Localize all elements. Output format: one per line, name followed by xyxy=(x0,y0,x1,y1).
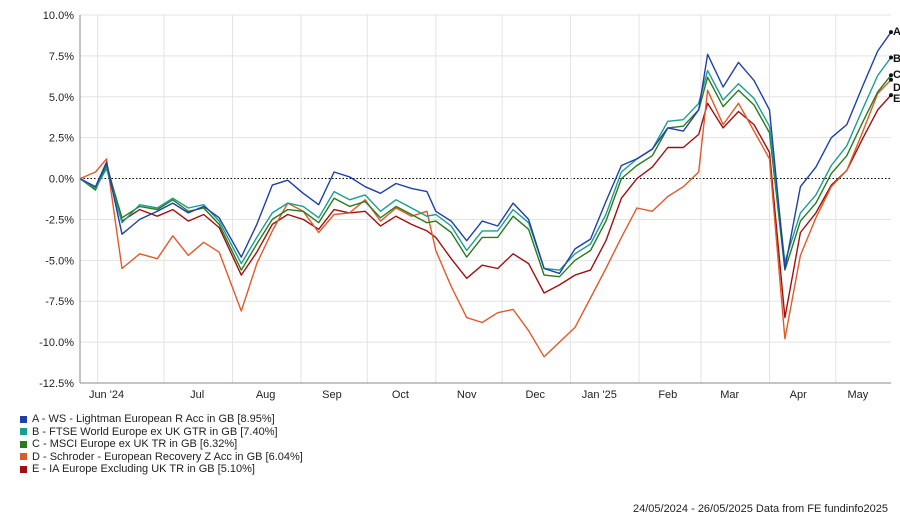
series-end-label-c: C xyxy=(893,69,900,81)
y-tick-label: -10.0% xyxy=(39,337,74,349)
axes: 10.0% 7.5% 5.0% 2.5% 0.0% -2.5% -5.0% -7.5% -10.… xyxy=(39,10,891,401)
series-end-label-d: D xyxy=(893,82,900,94)
y-tick-label: -12.5% xyxy=(39,378,74,390)
legend-label: B - FTSE World Europe ex UK GTR in GB [7… xyxy=(32,425,278,438)
y-tick-label: 5.0% xyxy=(49,92,74,104)
x-tick-label: May xyxy=(847,389,868,401)
footer-date-range: 24/05/2024 - 26/05/2025 Data from FE fun… xyxy=(632,503,888,515)
legend-item: A - WS - Lightman European R Acc in GB [… xyxy=(20,413,303,426)
legend: A - WS - Lightman European R Acc in GB [… xyxy=(20,413,303,476)
legend-label: E - IA Europe Excluding UK TR in GB [5.1… xyxy=(32,463,255,476)
x-tick-label: Jan '25 xyxy=(582,389,617,401)
x-tick-label: Mar xyxy=(720,389,739,401)
y-tick-label: 7.5% xyxy=(49,51,74,63)
series-end-marker xyxy=(889,73,893,78)
legend-label: A - WS - Lightman European R Acc in GB [… xyxy=(32,413,275,426)
series-end-label-a: A xyxy=(893,26,900,38)
x-tick-label: Apr xyxy=(790,389,807,401)
x-tick-label: Oct xyxy=(392,389,409,401)
series-line-b xyxy=(79,57,892,271)
y-tick-label: -2.5% xyxy=(45,214,74,226)
x-tick-label: Feb xyxy=(658,389,677,401)
series-end-marker xyxy=(889,30,893,35)
legend-swatch xyxy=(20,428,27,436)
x-tick-label: Jul xyxy=(190,389,204,401)
legend-item: D - Schroder - European Recovery Z Acc i… xyxy=(20,451,303,464)
series-end-label-b: B xyxy=(893,53,900,65)
series-line-d xyxy=(79,79,892,358)
legend-item: B - FTSE World Europe ex UK GTR in GB [7… xyxy=(20,426,303,439)
series-end-marker xyxy=(889,77,893,82)
x-tick-label: Sep xyxy=(322,389,342,401)
y-tick-label: 2.5% xyxy=(49,133,74,145)
legend-item: E - IA Europe Excluding UK TR in GB [5.1… xyxy=(20,463,303,476)
series-layer xyxy=(79,31,892,358)
legend-swatch xyxy=(20,453,27,461)
series-end-label-e: E xyxy=(893,93,900,105)
series-end-marker xyxy=(889,93,893,98)
y-tick-label: -5.0% xyxy=(45,255,74,267)
y-tick-label: 10.0% xyxy=(43,10,74,22)
legend-swatch xyxy=(20,415,27,423)
legend-item: C - MSCI Europe ex UK TR in GB [6.32%] xyxy=(20,438,303,451)
legend-label: C - MSCI Europe ex UK TR in GB [6.32%] xyxy=(32,438,238,451)
y-tick-label: 0.0% xyxy=(49,174,74,186)
series-end-marker xyxy=(889,55,893,60)
x-tick-label: Jun '24 xyxy=(89,389,124,401)
x-tick-label: Aug xyxy=(256,389,276,401)
series-line-a xyxy=(79,31,892,275)
legend-label: D - Schroder - European Recovery Z Acc i… xyxy=(32,450,303,463)
legend-swatch xyxy=(20,440,27,448)
series-line-e xyxy=(79,94,892,319)
grid xyxy=(80,14,891,384)
x-tick-label: Dec xyxy=(525,389,545,401)
legend-swatch xyxy=(20,465,27,473)
series-line-c xyxy=(79,74,892,278)
y-tick-label: -7.5% xyxy=(45,296,74,308)
x-tick-label: Nov xyxy=(457,389,477,401)
